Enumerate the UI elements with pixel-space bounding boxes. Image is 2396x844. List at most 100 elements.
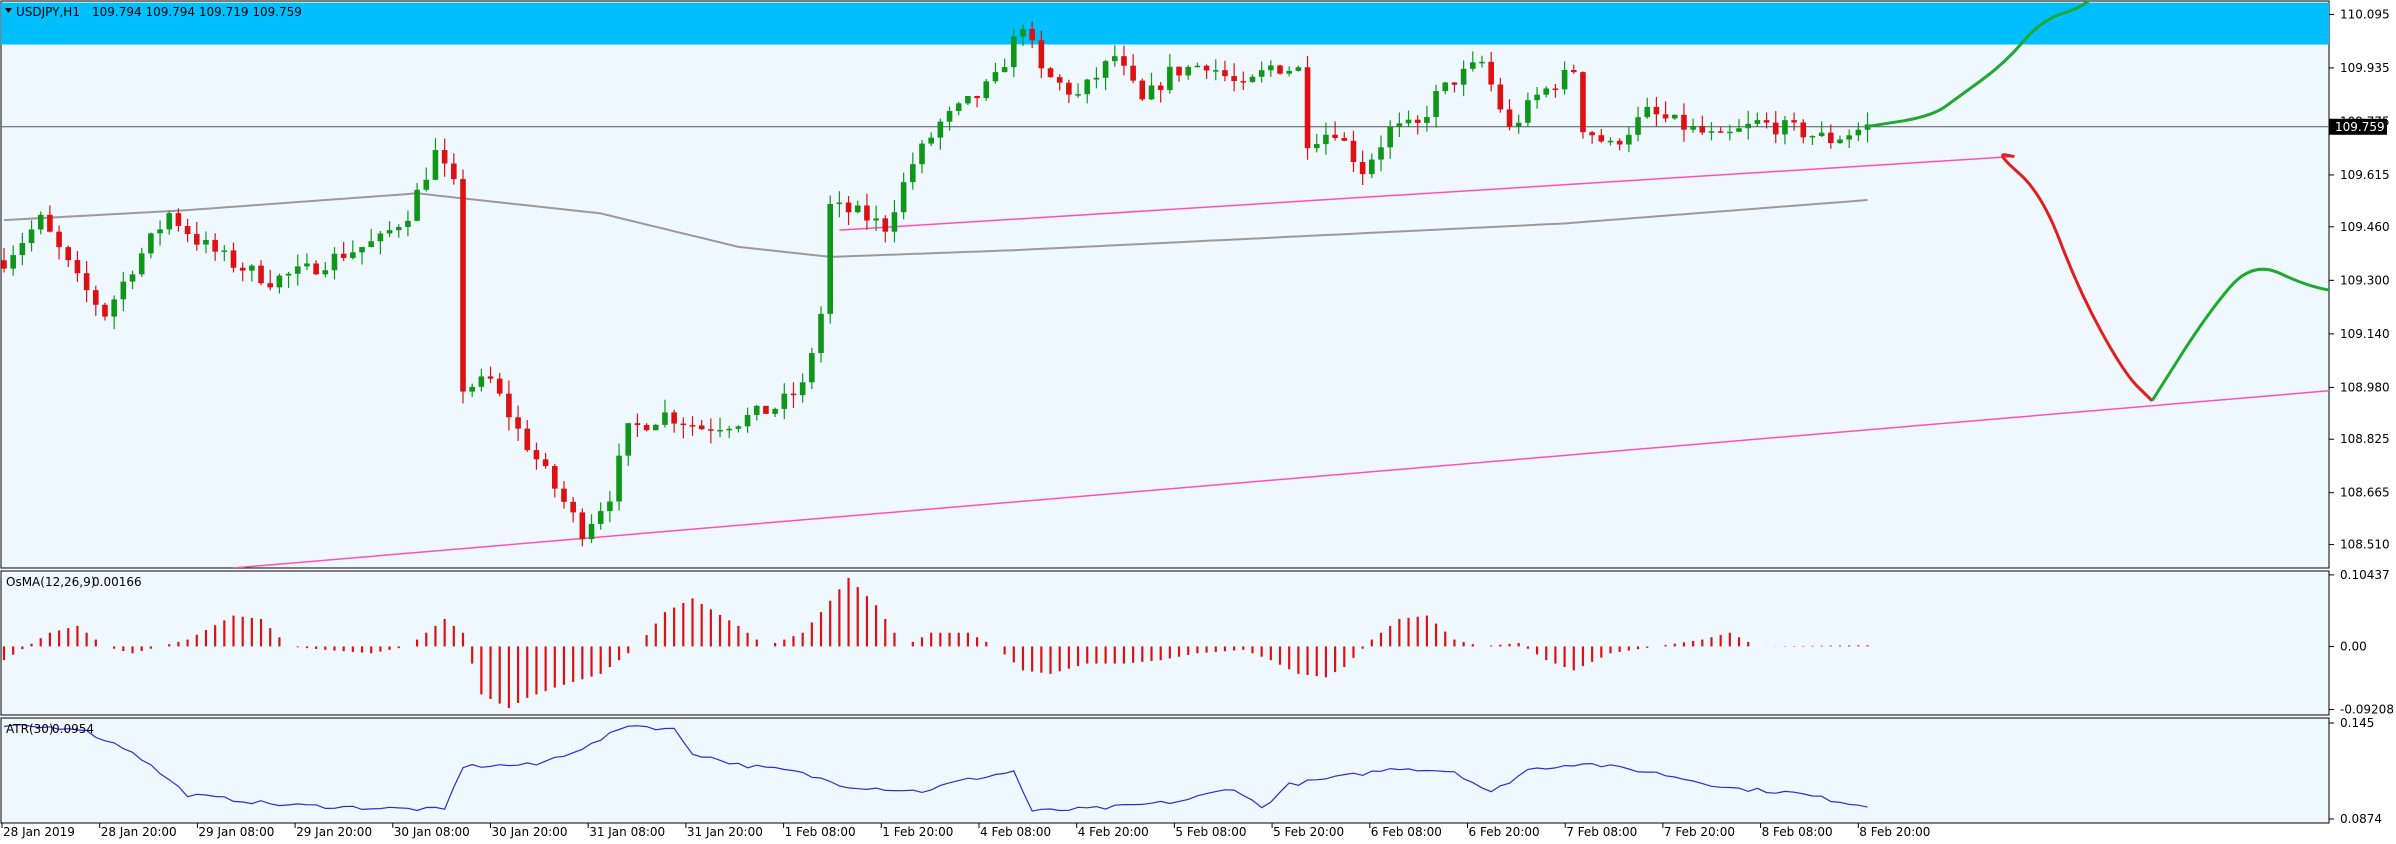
candle-body (1470, 62, 1476, 68)
candle-body (1782, 120, 1788, 134)
candle-body (1589, 132, 1595, 135)
candle-body (378, 233, 384, 241)
candle-body (286, 274, 292, 276)
candle-body (1745, 124, 1751, 128)
candle-body (644, 425, 650, 430)
candle-body (938, 122, 944, 138)
candle-body (919, 144, 925, 165)
candle-body (855, 205, 861, 212)
candle-body (1672, 115, 1678, 119)
candle-body (1479, 62, 1485, 64)
candle-body (359, 247, 365, 252)
candle-body (1176, 67, 1182, 76)
price-tick-label: 108.510 (2340, 538, 2390, 552)
candle-body (809, 353, 815, 382)
candle-body (231, 250, 237, 267)
candle-body (75, 260, 81, 273)
candle-body (1195, 66, 1201, 68)
candle-body (1130, 66, 1136, 81)
candle-body (1, 260, 7, 268)
candle-body (93, 290, 99, 305)
candle-body (368, 241, 374, 247)
candle-body (662, 412, 668, 424)
time-tick-label: 31 Jan 20:00 (687, 825, 763, 839)
candle-body (1057, 77, 1063, 83)
candle-body (433, 150, 439, 180)
candle-body (1810, 136, 1816, 138)
candle-body (222, 250, 228, 252)
candle-body (763, 406, 769, 414)
candle-body (1369, 160, 1375, 175)
time-tick-label: 30 Jan 08:00 (394, 825, 470, 839)
candle-body (1112, 56, 1118, 61)
candle-body (1828, 133, 1834, 143)
candle-body (1690, 126, 1696, 130)
candle-body (1250, 77, 1256, 82)
candle-body (589, 524, 595, 539)
time-tick-label: 1 Feb 08:00 (785, 825, 856, 839)
candle-body (1461, 69, 1467, 85)
candle-body (1048, 68, 1054, 77)
candle-body (332, 254, 338, 271)
candle-body (1140, 81, 1146, 100)
candle-body (295, 266, 301, 273)
time-tick-label: 8 Feb 08:00 (1762, 825, 1833, 839)
time-tick-label: 4 Feb 08:00 (980, 825, 1051, 839)
candle-body (1791, 120, 1797, 122)
candle-body (29, 229, 35, 243)
candle-body (469, 387, 475, 392)
candle-body (1608, 141, 1614, 143)
candle-body (1617, 141, 1623, 145)
symbol-label: USDJPY,H1 (16, 5, 80, 19)
candle-body (1066, 83, 1072, 95)
candle-body (1516, 123, 1522, 127)
candle-body (1626, 135, 1632, 145)
time-tick-label: 6 Feb 20:00 (1469, 825, 1540, 839)
candle-body (552, 466, 558, 489)
candle-body (1736, 128, 1742, 131)
candle-body (1268, 65, 1274, 70)
candle-body (947, 111, 953, 122)
candle-body (442, 150, 448, 163)
candle-body (10, 255, 16, 269)
candle-body (405, 221, 411, 227)
candle-body (414, 190, 420, 221)
candle-body (1351, 141, 1357, 162)
ohlc-readout: 109.794 109.794 109.719 109.759 (92, 5, 302, 19)
candle-body (671, 412, 677, 423)
candle-body (277, 276, 283, 288)
price-pane (1, 1, 2329, 568)
candle-body (543, 459, 549, 466)
candle-body (460, 179, 466, 392)
candle-body (983, 81, 989, 98)
candle-body (350, 252, 356, 258)
candle-body (818, 314, 824, 353)
candle-body (1562, 70, 1568, 89)
candle-body (1387, 127, 1393, 147)
candle-body (607, 502, 613, 512)
candle-body (56, 232, 62, 247)
osma-tick-label: 0.10437 (2340, 568, 2390, 582)
candle-body (534, 450, 540, 459)
candle-body (1654, 107, 1660, 114)
candle-body (616, 456, 622, 502)
candle-body (1167, 67, 1173, 90)
candle-body (515, 417, 521, 428)
candle-body (1002, 67, 1008, 72)
candle-body (203, 240, 209, 245)
price-tick-label: 109.140 (2340, 327, 2390, 341)
candle-body (1764, 120, 1770, 123)
time-tick-label: 4 Feb 20:00 (1078, 825, 1149, 839)
candle-body (1727, 132, 1733, 134)
candle-body (993, 72, 999, 81)
candle-body (635, 423, 641, 425)
time-tick-label: 8 Feb 20:00 (1859, 825, 1930, 839)
resistance-zone (1, 3, 2329, 45)
candle-body (139, 253, 145, 274)
candle-body (1020, 29, 1026, 37)
candle-body (910, 164, 916, 182)
candle-body (148, 233, 154, 253)
candle-body (65, 247, 71, 260)
candle-body (1277, 65, 1283, 73)
